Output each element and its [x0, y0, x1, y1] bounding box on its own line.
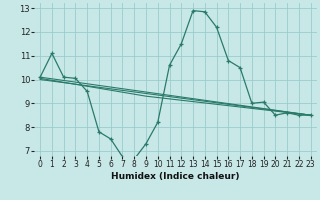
- X-axis label: Humidex (Indice chaleur): Humidex (Indice chaleur): [111, 172, 240, 181]
